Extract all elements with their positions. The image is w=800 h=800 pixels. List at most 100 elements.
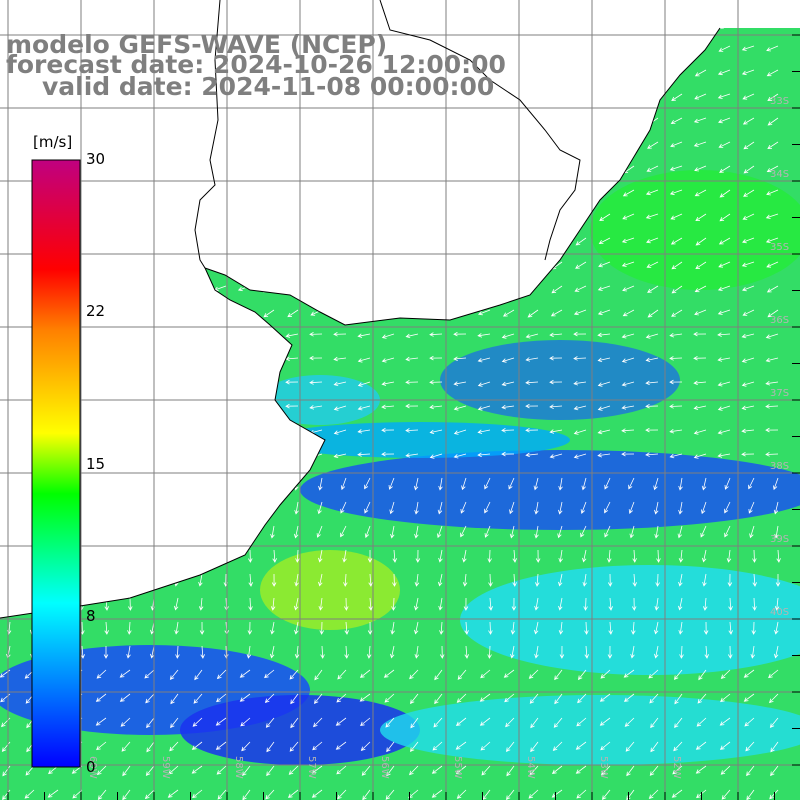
wind-arrow	[1, 741, 11, 752]
colorbar-tick-8: 8	[86, 607, 96, 625]
wind-arrow	[429, 355, 443, 361]
wind-arrow	[318, 477, 323, 491]
wind-arrow	[767, 117, 779, 126]
wind-arrow	[621, 405, 635, 410]
wind-arrow	[437, 501, 443, 515]
wind-arrow	[718, 45, 731, 52]
wind-arrow	[583, 597, 588, 611]
wind-arrow	[670, 117, 683, 124]
wind-arrow	[742, 93, 755, 100]
low-wind-patch-center	[440, 340, 680, 420]
latitude-label: 34S	[770, 169, 789, 180]
wind-arrow	[719, 189, 731, 198]
wind-arrow	[266, 741, 275, 753]
wind-arrow	[478, 213, 491, 221]
wind-arrow	[574, 285, 587, 292]
wind-arrow	[512, 549, 517, 563]
wind-arrow	[502, 189, 515, 196]
wind-arrow	[309, 355, 323, 361]
wind-arrow	[264, 669, 275, 679]
wind-arrow	[200, 645, 205, 659]
wind-arrow	[477, 261, 491, 268]
wind-arrow	[649, 693, 659, 704]
wind-arrow	[168, 765, 179, 775]
wind-arrow	[717, 357, 731, 362]
wind-arrow	[103, 573, 109, 587]
wind-arrow	[597, 405, 611, 411]
wind-arrow	[317, 501, 323, 515]
wind-arrow	[765, 237, 779, 243]
wind-arrow	[741, 451, 755, 457]
wind-arrow	[174, 621, 179, 635]
wind-arrow	[527, 309, 539, 318]
wind-arrow	[575, 261, 587, 269]
wind-arrow	[309, 405, 323, 410]
wind-arrow	[265, 789, 275, 800]
wind-arrow	[125, 525, 131, 539]
wind-arrow	[464, 645, 469, 659]
latitude-label: 39S	[770, 534, 789, 545]
wind-arrow	[287, 117, 299, 125]
wind-arrow	[318, 597, 324, 611]
wind-arrow	[528, 669, 539, 679]
wind-arrow	[597, 309, 611, 316]
wind-arrow	[167, 309, 179, 317]
wind-arrow	[558, 477, 563, 491]
wind-arrow	[608, 597, 613, 611]
wind-arrow	[94, 141, 107, 149]
cyan-patch-southeast	[460, 565, 800, 675]
wind-arrow	[366, 645, 372, 659]
wind-arrow	[381, 451, 395, 457]
wind-arrow	[309, 165, 323, 172]
wind-arrow	[693, 141, 707, 147]
wind-arrow	[573, 429, 587, 435]
wind-arrow	[671, 93, 683, 101]
wind-arrow	[190, 165, 203, 172]
wind-arrow	[501, 261, 515, 268]
wind-arrow	[165, 356, 179, 361]
wind-arrow	[405, 213, 419, 220]
wind-arrow	[461, 477, 467, 491]
wind-arrow	[677, 525, 683, 539]
wind-arrow	[285, 189, 299, 195]
wind-arrow	[767, 141, 779, 150]
wind-arrow	[117, 381, 131, 387]
wind-arrow	[702, 597, 708, 611]
wind-arrow	[481, 765, 491, 776]
wind-arrow	[717, 453, 731, 458]
wind-arrow	[694, 285, 707, 293]
wind-arrow	[550, 309, 563, 317]
wind-arrow	[597, 429, 611, 435]
wind-arrow	[455, 717, 467, 727]
wind-arrow	[364, 525, 371, 539]
wind-arrow	[265, 717, 275, 728]
wind-arrow	[454, 165, 467, 172]
wind-arrow	[505, 789, 515, 800]
wind-arrow	[313, 717, 323, 728]
wind-arrow	[309, 141, 323, 147]
wind-arrow	[599, 213, 611, 221]
wind-arrow	[703, 621, 709, 635]
wind-arrow	[335, 237, 347, 245]
wind-arrow	[367, 621, 373, 635]
wind-arrow	[719, 717, 731, 726]
wind-arrow	[357, 429, 371, 434]
wind-arrow	[437, 573, 443, 587]
wind-arrow	[405, 428, 419, 433]
wind-arrow	[573, 331, 587, 337]
wind-arrow	[765, 427, 779, 433]
wind-arrow	[580, 525, 587, 538]
wind-arrow	[238, 117, 251, 125]
wind-arrow	[598, 141, 611, 149]
wind-arrow	[405, 453, 419, 458]
latitude-label: 35S	[770, 242, 789, 253]
wind-arrow	[146, 741, 155, 753]
wind-arrow	[0, 141, 11, 150]
wind-arrow	[190, 285, 203, 293]
wind-arrow	[166, 141, 179, 148]
wind-arrow	[645, 333, 659, 339]
wind-arrow	[216, 669, 227, 680]
wind-arrow	[193, 693, 203, 704]
wind-arrow	[525, 333, 539, 339]
wind-arrow	[573, 141, 587, 148]
